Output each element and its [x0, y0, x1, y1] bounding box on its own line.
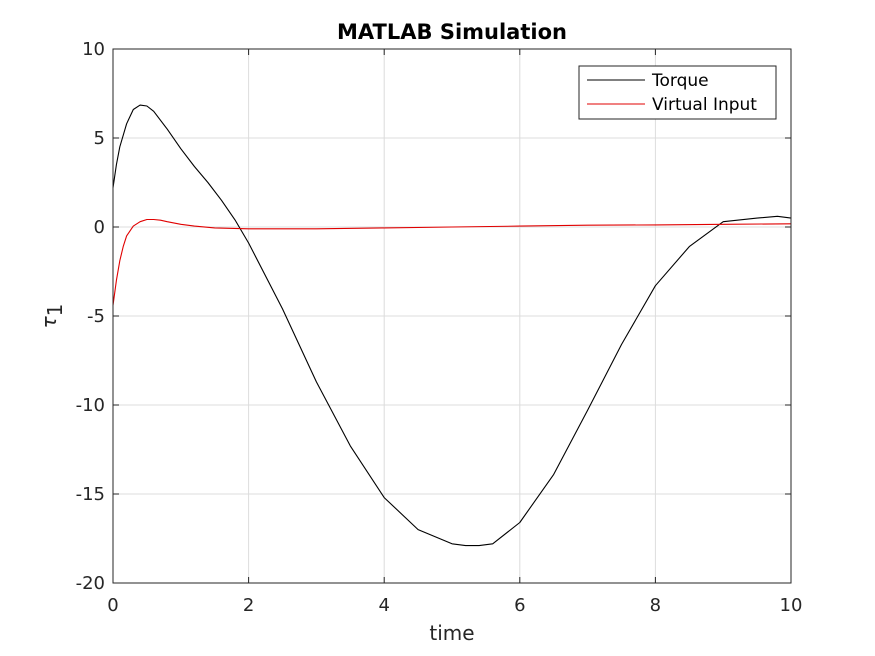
legend-label-torque: Torque	[651, 71, 709, 91]
y-axis-label-subscript: 1	[43, 304, 67, 317]
x-tick-label: 6	[514, 595, 525, 616]
series-line-torque	[112, 104, 792, 547]
y-tick-label: -10	[76, 395, 105, 416]
chart-title: MATLAB Simulation	[337, 20, 567, 44]
y-tick-label: 0	[94, 217, 105, 238]
y-axis-label: τ1	[37, 304, 67, 329]
y-tick-label: -15	[76, 484, 105, 505]
x-tick-label: 2	[243, 595, 254, 616]
x-tick-label: 10	[780, 595, 803, 616]
x-tick-label: 0	[107, 595, 118, 616]
y-tick-label: -20	[76, 573, 105, 594]
legend-label-virtual-input: Virtual Input	[652, 95, 757, 115]
series-line-virtual-input	[112, 218, 792, 306]
y-tick-label: -5	[87, 306, 105, 327]
y-tick-label: 5	[94, 128, 105, 149]
legend: Torque Virtual Input	[578, 65, 777, 120]
x-tick-label: 4	[378, 595, 389, 616]
x-axis-label: time	[429, 621, 474, 645]
y-axis-label-symbol: τ	[37, 315, 61, 328]
legend-box	[578, 65, 777, 120]
x-tick-label: 8	[650, 595, 661, 616]
ticks: 0 2 4 6 8 10 -20 -15 -10 -5 0 5 10	[76, 39, 803, 616]
y-tick-label: 10	[82, 39, 105, 60]
series-layer	[112, 104, 792, 547]
